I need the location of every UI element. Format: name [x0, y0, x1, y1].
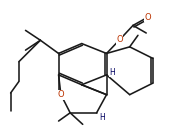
Text: H: H [110, 68, 115, 77]
Text: O: O [116, 35, 123, 44]
Text: O: O [58, 90, 64, 99]
Text: H: H [100, 113, 105, 122]
Text: O: O [145, 13, 151, 22]
